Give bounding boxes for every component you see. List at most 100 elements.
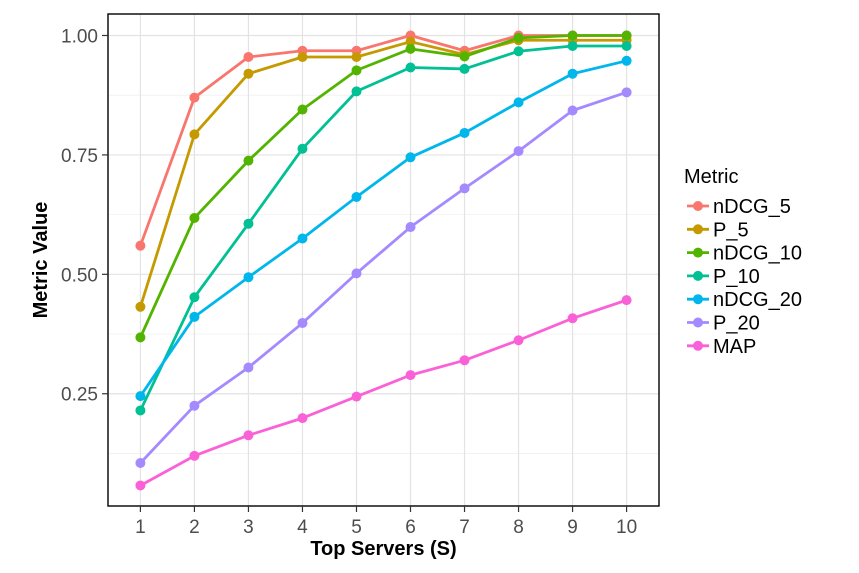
series-line-nDCG_20 bbox=[139, 59, 628, 398]
data-point-P_20 bbox=[567, 105, 578, 116]
legend-label-MAP: MAP bbox=[713, 336, 756, 358]
data-point-MAP bbox=[135, 480, 146, 491]
legend-key-point-MAP bbox=[693, 340, 703, 351]
data-point-nDCG_5 bbox=[243, 51, 254, 62]
y-tick-label: 0.75 bbox=[61, 146, 98, 167]
legend-key-point-P_20 bbox=[693, 317, 703, 328]
x-tick-label: 5 bbox=[351, 517, 362, 538]
data-point-P_5 bbox=[297, 51, 308, 62]
data-point-nDCG_20 bbox=[621, 55, 632, 66]
data-point-P_5 bbox=[189, 129, 200, 140]
data-point-nDCG_10 bbox=[459, 51, 470, 62]
panel-border bbox=[107, 13, 660, 507]
data-point-nDCG_10 bbox=[243, 155, 254, 166]
legend-key-point-nDCG_20 bbox=[693, 294, 703, 305]
data-point-MAP bbox=[621, 295, 632, 306]
data-point-P_10 bbox=[405, 62, 416, 73]
legend-key-point-P_10 bbox=[693, 270, 703, 281]
data-point-MAP bbox=[567, 313, 578, 324]
data-point-nDCG_10 bbox=[189, 212, 200, 223]
data-point-nDCG_20 bbox=[297, 233, 308, 244]
y-tick-label: 0.25 bbox=[61, 385, 98, 406]
x-axis-title: Top Servers (S) bbox=[310, 538, 456, 560]
data-point-P_10 bbox=[243, 218, 254, 229]
legend-title: Metric bbox=[684, 166, 738, 188]
data-point-P_20 bbox=[513, 146, 524, 157]
data-point-nDCG_20 bbox=[351, 191, 362, 202]
data-point-P_5 bbox=[351, 51, 362, 62]
data-point-P_10 bbox=[297, 143, 308, 154]
data-point-nDCG_10 bbox=[351, 65, 362, 76]
legend-key-point-nDCG_10 bbox=[693, 247, 703, 258]
data-point-MAP bbox=[351, 391, 362, 402]
data-point-P_5 bbox=[135, 301, 146, 312]
data-point-P_10 bbox=[135, 405, 146, 416]
data-point-MAP bbox=[459, 355, 470, 366]
data-point-nDCG_20 bbox=[459, 127, 470, 138]
data-point-P_10 bbox=[621, 41, 632, 52]
data-point-P_20 bbox=[189, 400, 200, 411]
data-point-P_10 bbox=[513, 46, 524, 57]
data-point-P_20 bbox=[405, 222, 416, 233]
y-axis-title: Metric Value bbox=[30, 202, 52, 319]
data-point-MAP bbox=[513, 335, 524, 346]
x-tick-label: 10 bbox=[616, 517, 637, 538]
legend-label-P_20: P_20 bbox=[713, 313, 760, 335]
data-point-nDCG_20 bbox=[405, 152, 416, 163]
series-line-nDCG_10 bbox=[139, 34, 628, 339]
data-point-P_10 bbox=[189, 292, 200, 303]
data-point-nDCG_10 bbox=[621, 30, 632, 41]
data-point-P_10 bbox=[459, 63, 470, 74]
data-point-P_10 bbox=[567, 41, 578, 52]
legend: Metric nDCG_5P_5nDCG_10P_10nDCG_20P_20MA… bbox=[684, 166, 802, 358]
legend-key-point-nDCG_5 bbox=[693, 201, 703, 211]
data-point-MAP bbox=[243, 430, 254, 441]
x-tick-label: 3 bbox=[243, 517, 254, 538]
data-point-P_5 bbox=[243, 68, 254, 79]
data-point-nDCG_10 bbox=[405, 43, 416, 54]
data-point-MAP bbox=[405, 370, 416, 381]
data-point-P_20 bbox=[621, 87, 632, 98]
data-point-nDCG_20 bbox=[135, 391, 146, 402]
x-tick-label: 7 bbox=[459, 517, 470, 538]
x-tick-label: 9 bbox=[567, 517, 578, 538]
x-tick-label: 4 bbox=[297, 517, 308, 538]
data-point-nDCG_20 bbox=[189, 311, 200, 322]
legend-label-nDCG_5: nDCG_5 bbox=[713, 196, 791, 218]
series-line-P_20 bbox=[139, 90, 628, 465]
data-point-MAP bbox=[297, 413, 308, 424]
y-tick-label: 0.50 bbox=[61, 265, 98, 286]
data-point-MAP bbox=[189, 450, 200, 461]
x-tick-label: 8 bbox=[513, 517, 524, 538]
data-point-P_20 bbox=[297, 318, 308, 329]
series-layer bbox=[135, 30, 632, 491]
series-line-P_5 bbox=[139, 38, 628, 309]
data-point-nDCG_5 bbox=[135, 240, 146, 251]
data-point-nDCG_20 bbox=[513, 97, 524, 108]
data-point-nDCG_10 bbox=[135, 332, 146, 343]
data-point-nDCG_20 bbox=[567, 68, 578, 79]
y-tick-label: 1.00 bbox=[61, 26, 98, 47]
legend-label-nDCG_10: nDCG_10 bbox=[713, 243, 802, 265]
data-point-P_20 bbox=[459, 183, 470, 194]
data-point-nDCG_10 bbox=[297, 104, 308, 115]
data-point-nDCG_10 bbox=[567, 30, 578, 41]
x-tick-label: 6 bbox=[405, 517, 416, 538]
data-point-P_10 bbox=[351, 86, 362, 97]
data-point-P_20 bbox=[135, 458, 146, 469]
x-tick-label: 2 bbox=[189, 517, 200, 538]
data-point-P_5 bbox=[405, 36, 416, 47]
axes: 1 2 3 4 5 6 7 8 9 10 0.25 0.50 0.75 1.00 bbox=[61, 26, 637, 538]
legend-label-nDCG_20: nDCG_20 bbox=[713, 289, 802, 311]
data-point-P_20 bbox=[243, 362, 254, 373]
legend-label-P_10: P_10 bbox=[713, 266, 760, 288]
legend-label-P_5: P_5 bbox=[713, 219, 749, 241]
x-tick-label: 1 bbox=[135, 517, 146, 538]
series-line-MAP bbox=[139, 298, 628, 487]
data-point-nDCG_20 bbox=[243, 272, 254, 283]
data-point-nDCG_10 bbox=[513, 32, 524, 43]
series-line-P_10 bbox=[139, 44, 628, 412]
data-point-nDCG_5 bbox=[189, 92, 200, 103]
legend-key-point-P_5 bbox=[693, 224, 703, 235]
